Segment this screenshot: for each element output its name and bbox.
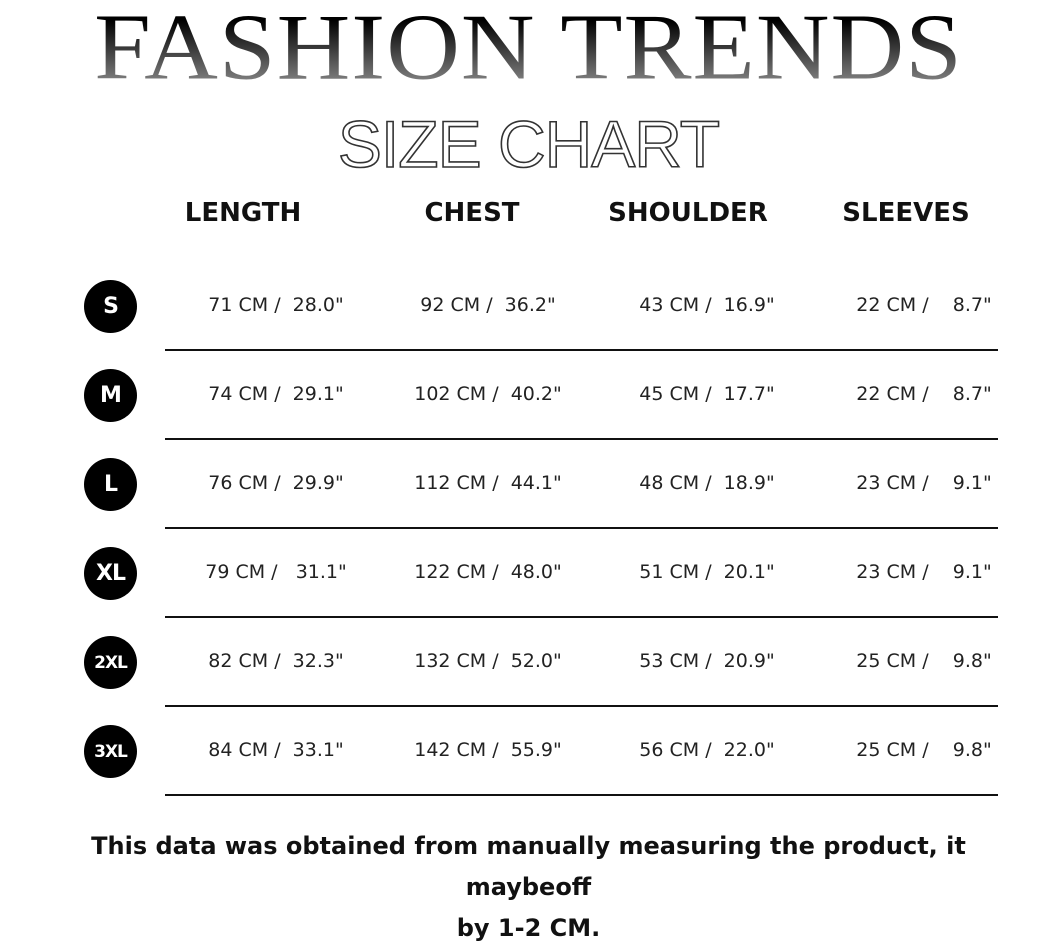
size-chart-title: SIZE CHART (337, 107, 721, 181)
note-line-2: by 1-2 CM. (456, 914, 601, 942)
table-row: 2XL 82 CM / 32.3" 132 CM / 52.0" 53 CM / 20… (0, 626, 1057, 715)
value-chest: 142 CM / 55.9" (414, 739, 562, 761)
table-row: M 74 CM / 29.1" 102 CM / 40.2" 45 CM / 17.7… (0, 359, 1057, 448)
value-shoulder: 45 CM / 17.7" (639, 383, 775, 405)
value-length: 76 CM / 29.9" (208, 472, 344, 494)
table-row: 3XL 84 CM / 33.1" 142 CM / 55.9" 56 CM / 22… (0, 715, 1057, 804)
size-badge: S (84, 280, 137, 333)
row-divider (165, 705, 998, 707)
value-shoulder: 43 CM / 16.9" (639, 294, 775, 316)
table-row: S 71 CM / 28.0" 92 CM / 36.2" 43 CM / 16.9"… (0, 270, 1057, 359)
value-chest: 132 CM / 52.0" (414, 650, 562, 672)
value-sleeves: 23 CM / 9.1" (856, 472, 992, 494)
row-divider (165, 794, 998, 796)
value-chest: 112 CM / 44.1" (414, 472, 562, 494)
size-badge: XL (84, 547, 137, 600)
value-sleeves: 25 CM / 9.8" (856, 650, 992, 672)
value-shoulder: 53 CM / 20.9" (639, 650, 775, 672)
note-line-1: This data was obtained from manually mea… (91, 832, 966, 901)
column-header-sleeves: SLEEVES (842, 198, 970, 228)
value-length: 71 CM / 28.0" (208, 294, 344, 316)
size-badge: M (84, 369, 137, 422)
value-length: 79 CM / 31.1" (205, 561, 347, 583)
table-row: L 76 CM / 29.9" 112 CM / 44.1" 48 CM / 18.9… (0, 448, 1057, 537)
size-badge: 2XL (84, 636, 137, 689)
value-sleeves: 25 CM / 9.8" (856, 739, 992, 761)
value-length: 82 CM / 32.3" (208, 650, 344, 672)
row-divider (165, 438, 998, 440)
value-chest: 102 CM / 40.2" (414, 383, 562, 405)
column-header-chest: CHEST (424, 198, 520, 228)
brand-title: FASHION TRENDS (0, 1, 1057, 95)
value-sleeves: 22 CM / 8.7" (856, 294, 992, 316)
measurement-note: This data was obtained from manually mea… (60, 826, 997, 949)
row-divider (165, 527, 998, 529)
size-badge: 3XL (84, 725, 137, 778)
column-header-shoulder: SHOULDER (608, 198, 768, 228)
row-divider (165, 616, 998, 618)
value-shoulder: 56 CM / 22.0" (639, 739, 775, 761)
value-length: 84 CM / 33.1" (208, 739, 344, 761)
value-length: 74 CM / 29.1" (208, 383, 344, 405)
size-badge: L (84, 458, 137, 511)
value-sleeves: 23 CM / 9.1" (856, 561, 992, 583)
table-row: XL 79 CM / 31.1" 122 CM / 48.0" 51 CM / 20.… (0, 537, 1057, 626)
row-divider (165, 349, 998, 351)
value-shoulder: 51 CM / 20.1" (639, 561, 775, 583)
column-header-length: LENGTH (184, 198, 302, 228)
value-chest: 92 CM / 36.2" (420, 294, 556, 316)
value-chest: 122 CM / 48.0" (414, 561, 562, 583)
value-shoulder: 48 CM / 18.9" (639, 472, 775, 494)
value-sleeves: 22 CM / 8.7" (856, 383, 992, 405)
